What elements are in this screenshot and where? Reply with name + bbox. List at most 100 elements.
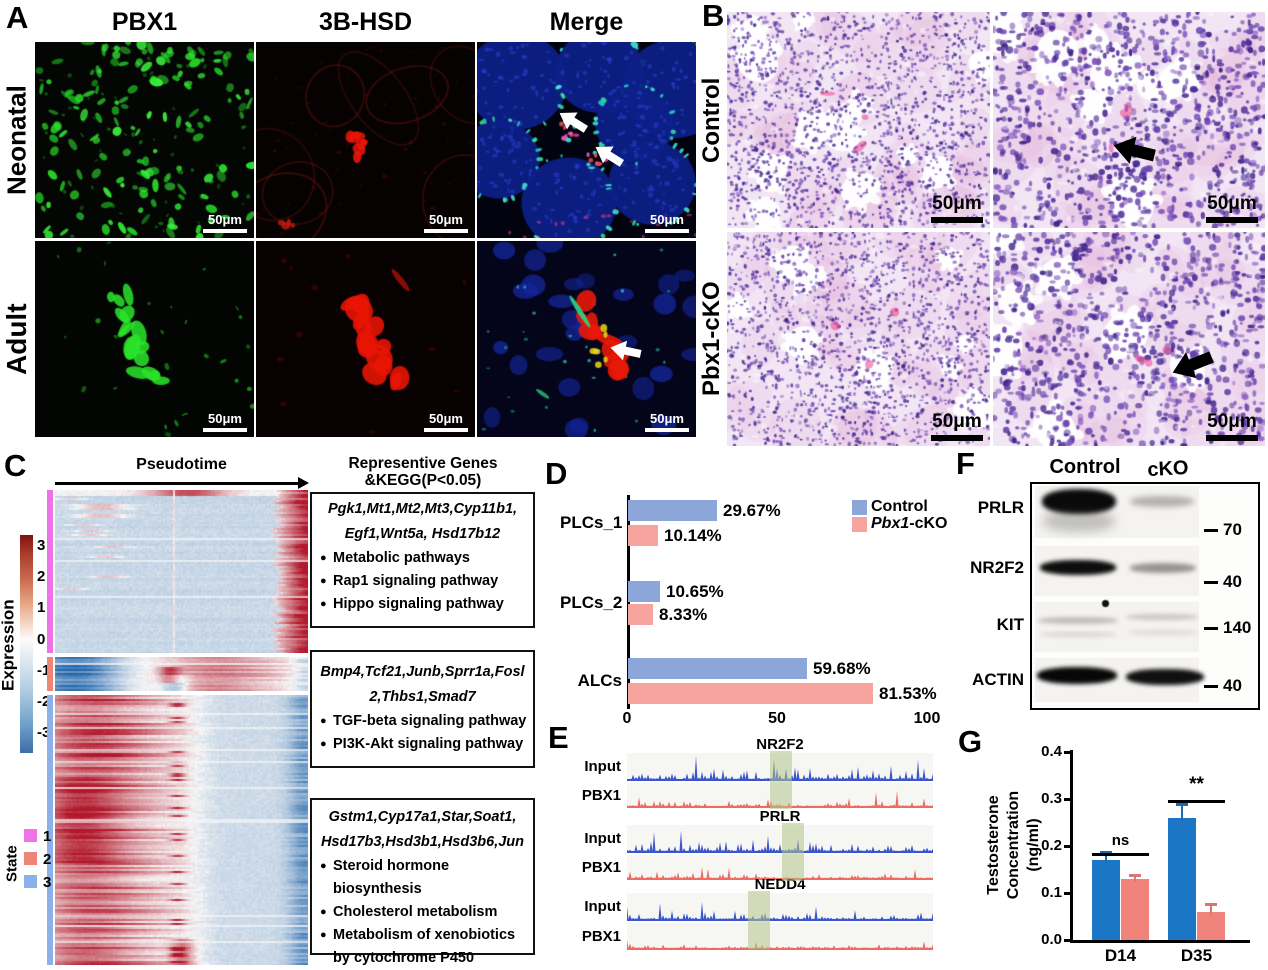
pathway-label: Metabolism of xenobiotics by cytochrome … — [333, 927, 516, 966]
mw-marker-70: 70 — [1204, 520, 1242, 540]
scale-bar: 50μm — [203, 410, 247, 432]
state-legend-label: State — [3, 845, 21, 883]
panel-c-label: C — [4, 448, 27, 483]
track-label-input: Input — [584, 898, 621, 915]
d-x-tick: 100 — [913, 710, 941, 727]
band-kit-control-2 — [1040, 632, 1116, 637]
g-y-tick: 0.1 — [1041, 884, 1062, 901]
pathway-item: ● Steroid hormone biosynthesis — [314, 855, 531, 901]
scale-bar-label: 50μm — [932, 411, 982, 433]
pbx1-track — [627, 923, 935, 950]
pathway-item: ● Cholesterol metabolism — [314, 901, 531, 924]
g-sig-label: ns — [1111, 832, 1130, 849]
pathway-label: Steroid hormone biosynthesis — [333, 858, 450, 897]
scale-bar-label: 50μm — [429, 211, 463, 227]
g-error-stem — [1210, 904, 1212, 915]
d-value-label: 59.68% — [813, 659, 871, 678]
chip-track-group-nr2f2: NR2F2 Input PBX1 — [545, 736, 937, 810]
gene-box-state1: Pgk1,Mt1,Mt2,Mt3,Cyp11b1, Egf1,Wnt5a, Hs… — [310, 492, 535, 628]
state1-strip — [47, 490, 53, 653]
scale-bar: 50μm — [645, 212, 689, 233]
scale-bar: 50μm — [424, 411, 468, 432]
band-prlr-control-smear — [1043, 510, 1115, 532]
binding-site-highlight — [748, 891, 770, 949]
mw-value: 40 — [1223, 676, 1242, 695]
scale-bar: 50μm — [1206, 411, 1258, 441]
pathway-item: ● Metabolic pathways — [314, 547, 531, 570]
image-adult-pbx1: 50μm — [35, 241, 254, 437]
image-adult-3bhsd: 50μm — [256, 241, 475, 437]
scale-bar-label: 50μm — [208, 410, 242, 426]
scale-bar: 50μm — [931, 193, 983, 223]
gene-list-line: 2,Thbs1,Smad7 — [369, 689, 476, 705]
g-error-stem — [1134, 875, 1136, 882]
protein-label-kit: KIT — [996, 615, 1024, 634]
binding-site-highlight — [782, 823, 804, 881]
band-kit-cko — [1126, 614, 1198, 620]
coverage-signal — [627, 867, 935, 880]
panel-g-label: G — [958, 724, 983, 759]
state2-strip — [47, 657, 53, 691]
d-bar-Pbx1-cKO-PLCs_2 — [628, 604, 653, 625]
binding-site-highlight — [770, 751, 792, 809]
cell-proportion-chart: 29.67% 10.14% PLCs_1 10.65% 8.33% PLCs_2 59.68… — [560, 455, 968, 730]
chip-track-group-prlr: PRLR Input PBX1 — [545, 808, 937, 882]
row-header-control: Control — [698, 77, 725, 163]
d-bar-Pbx1-cKO-PLCs_1 — [628, 525, 658, 546]
state1-label: 1 — [43, 828, 52, 845]
state3-strip — [47, 695, 53, 965]
scale-bar: 50μm — [203, 212, 247, 233]
mw-value: 40 — [1223, 572, 1242, 591]
g-x-axis — [1070, 940, 1250, 943]
input-track — [627, 893, 935, 921]
scale-bar: 50μm — [645, 411, 689, 432]
track-label-input: Input — [584, 758, 621, 775]
row-header-adult: Adult — [1, 303, 32, 375]
gene-box-state2: Bmp4,Tcf21,Junb,Sprr1a,Fosl 2,Thbs1,Smad… — [310, 650, 535, 768]
g-y-tickmark — [1064, 892, 1070, 895]
g-error-cap — [1129, 874, 1141, 877]
g-error-stem — [1105, 852, 1107, 863]
annotation-title-line1: Representive Genes — [348, 455, 498, 472]
lane-header-control: Control — [1049, 456, 1121, 478]
image-cko-he-high: 50μm — [993, 232, 1265, 446]
d-value-label: 10.65% — [666, 582, 724, 601]
g-y-tick: 0.2 — [1041, 837, 1062, 854]
track-gene-title: PRLR — [759, 808, 801, 825]
pathway-label: Cholesterol metabolism — [333, 904, 498, 920]
image-control-he-low: 50μm — [727, 12, 990, 228]
gene-list-line: Pgk1,Mt1,Mt2,Mt3,Cyp11b1, — [327, 501, 518, 517]
state2-label: 2 — [43, 851, 52, 868]
g-bar-Control-D14 — [1092, 860, 1120, 940]
state1-swatch — [24, 829, 37, 842]
g-error-cap — [1100, 851, 1112, 854]
g-y-tickmark — [1064, 751, 1070, 754]
col-header-3bhsd: 3B-HSD — [318, 8, 413, 36]
d-bar-Control-PLCs_1 — [628, 500, 717, 521]
lane-header-cko: cKO — [1146, 456, 1190, 482]
d-legend-label-Pbx1-cKO: Pbx1-cKO — [871, 515, 948, 532]
mw-marker-140: 140 — [1204, 618, 1251, 638]
panel-e-label: E — [548, 720, 569, 755]
col-header-merge: Merge — [549, 8, 624, 36]
d-x-tick: 50 — [768, 710, 786, 727]
panel-d-label: D — [545, 456, 568, 491]
pathway-label: PI3K-Akt signaling pathway — [333, 736, 524, 752]
scale-bar: 50μm — [1206, 193, 1258, 223]
d-legend-swatch-Pbx1-cKO — [852, 517, 867, 532]
g-error-cap — [1205, 903, 1217, 906]
pathway-label: Rap1 signaling pathway — [333, 573, 499, 589]
pathway-item: ● TGF-beta signaling pathway — [314, 710, 531, 733]
band-prlr-cko — [1130, 496, 1194, 507]
annotation-title: Representive Genes &KEGG(P<0.05) — [312, 455, 534, 489]
colorbar-tick: 3 — [37, 537, 46, 554]
coverage-signal — [627, 901, 935, 921]
g-y-axis-label: Testosterone Concentration (ng/ml) — [985, 790, 1042, 900]
g-y-tickmark — [1064, 939, 1070, 942]
g-x-label: D35 — [1180, 946, 1213, 965]
gene-list-line: Bmp4,Tcf21,Junb,Sprr1a,Fosl — [320, 664, 525, 680]
g-sig-line — [1168, 800, 1225, 803]
coverage-signal — [627, 940, 935, 950]
d-x-tick: 0 — [622, 710, 632, 727]
